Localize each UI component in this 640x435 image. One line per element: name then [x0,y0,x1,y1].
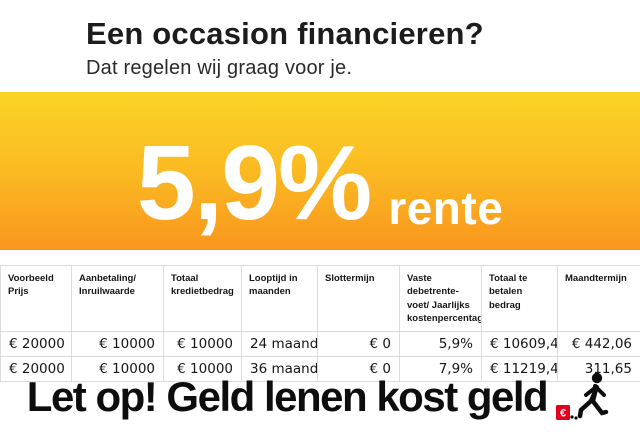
credit-warning-bar: Let op! Geld lenen kost geld € [0,368,640,426]
rate-value: 5,9% [136,124,373,242]
euro-ball-and-chain-walking-person-icon: € [555,371,613,428]
euro-block [556,404,571,420]
table-cell: € 10000 [163,356,242,383]
column-header: Totaal te betalen bedrag [481,264,558,333]
table-cell: € 10609,44 [481,331,558,358]
table-cell: € 0 [317,331,400,358]
financing-table-header: Voorbeeld Prijs Aanbetaling/ Inruilwaarde… [0,264,640,333]
column-header: Maandtermijn [557,264,640,333]
rate-suffix-label: rente [388,182,504,234]
column-header: Looptijd in maanden [241,264,318,333]
table-cell: € 20000 [0,331,72,358]
table-cell: 24 maanden [241,331,318,358]
table-cell: 7,9% [399,356,482,383]
column-header: Vaste debetrente-voet/ Jaarlijks kostenp… [399,264,482,333]
page-title: Een occasion financieren? [86,16,484,51]
table-cell: € 10000 [163,331,242,358]
table-cell: € 10000 [71,331,164,358]
table-cell: € 11219,40 [481,356,558,383]
financing-table: Voorbeeld Prijs Aanbetaling/ Inruilwaarde… [0,264,640,383]
column-header: Slottermijn [317,264,400,333]
column-header: Totaal kredietbedrag [163,264,242,333]
table-cell: 5,9% [399,331,482,358]
table-cell: € 20000 [0,356,72,383]
column-header: Aanbetaling/ Inruilwaarde [71,264,164,333]
financing-table-container: Voorbeeld Prijs Aanbetaling/ Inruilwaarde… [0,264,640,383]
column-header: Voorbeeld Prijs [0,264,72,333]
rate-banner: 5,9% rente [0,92,640,250]
rate-group: 5,9% rente [137,130,504,250]
table-cell: € 442,06 [557,331,640,358]
table-cell: € 10000 [71,356,164,383]
table-cell: 36 maanden [241,356,318,383]
euro-symbol: € [560,407,566,419]
page-subtitle: Dat regelen wij graag voor je. [86,57,353,79]
credit-warning-text: Let op! Geld lenen kost geld [26,373,549,420]
